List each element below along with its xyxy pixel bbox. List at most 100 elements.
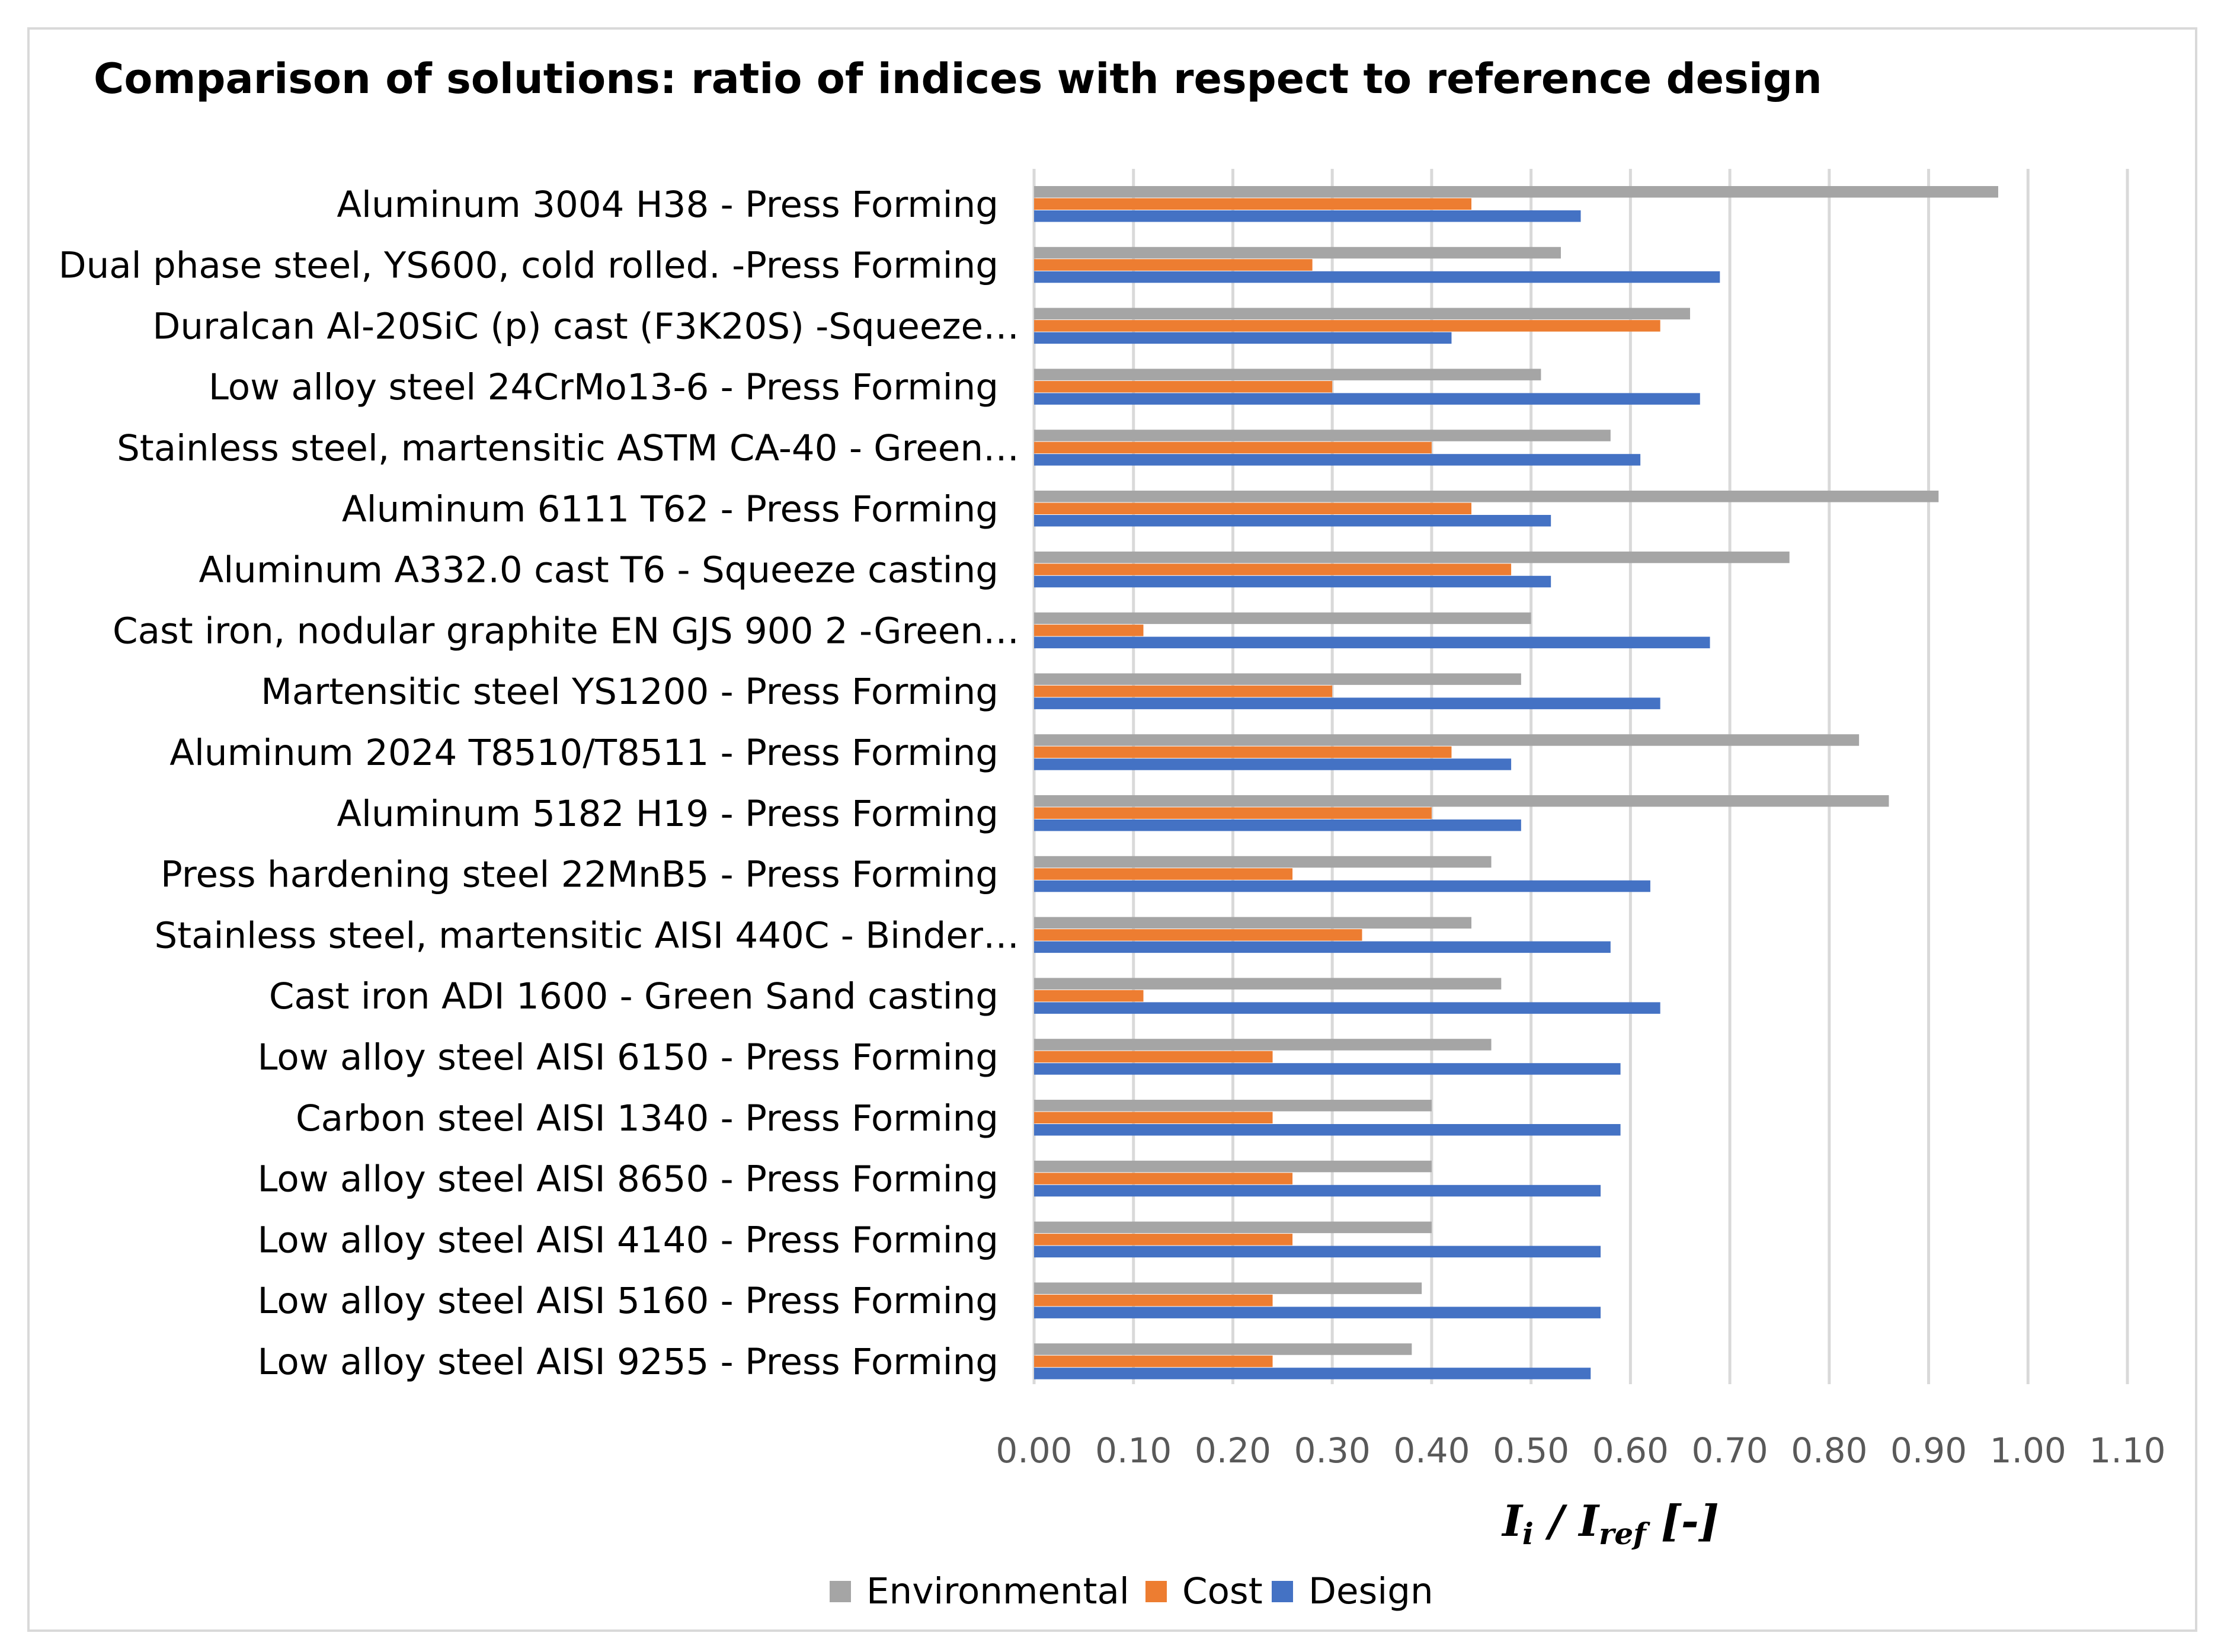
category-label: Low alloy steel AISI 4140 - Press Formin… [258, 1219, 999, 1261]
bar-cost-1 [1034, 198, 1471, 210]
legend-label-design: Design [1308, 1570, 1433, 1612]
bar-cost-4 [1034, 380, 1333, 393]
x-tick-label: 0.10 [1095, 1430, 1172, 1471]
category-label: Low alloy steel AISI 9255 - Press Formin… [258, 1341, 999, 1383]
x-tick-label: 0.20 [1195, 1430, 1271, 1471]
bar-cost-12 [1034, 868, 1293, 880]
x-axis-title-ref: I [1577, 1496, 1600, 1546]
x-tick-label: 0.70 [1692, 1430, 1768, 1471]
chart-title: Comparison of solutions: ratio of indice… [94, 55, 1822, 103]
bar-design-19 [1034, 1307, 1601, 1318]
x-tick-label: 0.90 [1890, 1430, 1967, 1471]
bar-design-10 [1034, 758, 1512, 770]
category-label: Aluminum 2024 T8510/T8511 - Press Formin… [169, 732, 999, 774]
legend: Environmental Cost Design [830, 1570, 1433, 1612]
category-label: Low alloy steel AISI 6150 - Press Formin… [258, 1036, 999, 1078]
bar-environmental-5 [1034, 430, 1611, 441]
bar-design-16 [1034, 1124, 1621, 1136]
bar-environmental-6 [1034, 491, 1939, 502]
category-label: Aluminum 5182 H19 - Press Forming [337, 793, 999, 835]
legend-swatch-design [1272, 1581, 1293, 1602]
category-label: Aluminum 6111 T62 - Press Forming [342, 488, 999, 530]
category-label: Stainless steel, martensitic AISI 440C -… [155, 914, 1019, 956]
category-label: Low alloy steel AISI 5160 - Press Formin… [258, 1280, 999, 1322]
bar-design-7 [1034, 575, 1551, 588]
bar-cost-15 [1034, 1051, 1273, 1063]
bar-design-9 [1034, 697, 1660, 709]
x-tick-label: 0.80 [1791, 1430, 1867, 1471]
category-label: Low alloy steel 24CrMo13-6 - Press Formi… [209, 366, 999, 408]
category-label: Stainless steel, martensitic ASTM CA-40 … [117, 427, 1019, 469]
category-label: Cast iron, nodular graphite EN GJS 900 2… [113, 610, 1019, 652]
bar-environmental-11 [1034, 795, 1889, 807]
bar-cost-5 [1034, 441, 1432, 454]
category-label: Aluminum A332.0 cast T6 - Squeeze castin… [199, 549, 999, 591]
bar-design-1 [1034, 210, 1581, 222]
category-label: Carbon steel AISI 1340 - Press Forming [296, 1097, 999, 1139]
category-labels: Aluminum 3004 H38 - Press Forming Dual ph… [59, 184, 1019, 1383]
bar-environmental-9 [1034, 673, 1521, 685]
x-axis-title-sep: / [1534, 1496, 1579, 1546]
bars [1034, 186, 1998, 1379]
x-axis-title-main-sub: i [1522, 1516, 1534, 1551]
x-tick-label: 0.40 [1393, 1430, 1470, 1471]
bar-cost-18 [1034, 1234, 1293, 1246]
category-label: Aluminum 3004 H38 - Press Forming [337, 184, 999, 226]
bar-design-18 [1034, 1246, 1601, 1258]
x-axis-title: Ii / Iref [-] [1501, 1496, 1719, 1551]
bar-cost-17 [1034, 1173, 1293, 1184]
bar-environmental-17 [1034, 1160, 1432, 1173]
bar-design-12 [1034, 880, 1650, 892]
bar-design-3 [1034, 332, 1452, 344]
category-label: Cast iron ADI 1600 - Green Sand casting [269, 975, 999, 1017]
bar-environmental-16 [1034, 1100, 1432, 1112]
bar-design-4 [1034, 393, 1700, 405]
x-axis-title-main: I [1501, 1496, 1524, 1546]
bar-cost-13 [1034, 929, 1362, 941]
bar-environmental-8 [1034, 612, 1531, 625]
bar-design-8 [1034, 636, 1710, 649]
bar-cost-9 [1034, 685, 1333, 697]
bar-environmental-12 [1034, 856, 1492, 868]
bar-environmental-18 [1034, 1221, 1432, 1234]
bar-design-13 [1034, 941, 1611, 953]
bar-cost-3 [1034, 320, 1660, 332]
bar-environmental-4 [1034, 369, 1541, 380]
bar-cost-14 [1034, 990, 1144, 1002]
legend-label-environmental: Environmental [866, 1570, 1129, 1612]
bar-environmental-20 [1034, 1343, 1412, 1355]
legend-label-cost: Cost [1182, 1570, 1263, 1612]
bar-environmental-19 [1034, 1282, 1422, 1294]
bar-design-17 [1034, 1184, 1601, 1197]
category-label: Dual phase steel, YS600, cold rolled. -P… [59, 245, 999, 287]
bar-design-15 [1034, 1063, 1621, 1075]
category-label: Duralcan Al-20SiC (p) cast (F3K20S) -Squ… [152, 305, 1019, 347]
x-tick-label: 0.50 [1493, 1430, 1569, 1471]
bar-design-2 [1034, 271, 1720, 283]
bar-design-20 [1034, 1368, 1591, 1379]
x-tick-label: 0.00 [996, 1430, 1072, 1471]
category-label: Martensitic steel YS1200 - Press Forming [261, 671, 999, 713]
x-tick-label: 1.10 [2089, 1430, 2165, 1471]
bar-environmental-10 [1034, 734, 1860, 746]
bar-design-5 [1034, 454, 1641, 466]
bar-cost-19 [1034, 1294, 1273, 1307]
bar-environmental-2 [1034, 246, 1561, 259]
bar-cost-8 [1034, 625, 1144, 636]
bar-cost-16 [1034, 1112, 1273, 1123]
category-label: Low alloy steel AISI 8650 - Press Formin… [258, 1158, 999, 1200]
bar-environmental-3 [1034, 308, 1690, 320]
x-tick-label: 1.00 [1990, 1430, 2066, 1471]
x-tick-label: 0.60 [1592, 1430, 1669, 1471]
category-label: Press hardening steel 22MnB5 - Press For… [161, 854, 999, 896]
bar-environmental-7 [1034, 551, 1790, 564]
bar-design-11 [1034, 819, 1521, 831]
bar-environmental-15 [1034, 1039, 1492, 1051]
bar-cost-6 [1034, 502, 1471, 514]
x-tick-label: 0.30 [1294, 1430, 1371, 1471]
bar-design-14 [1034, 1002, 1660, 1014]
bar-environmental-13 [1034, 917, 1471, 929]
bar-cost-20 [1034, 1355, 1273, 1368]
gridlines [1032, 169, 2129, 1384]
